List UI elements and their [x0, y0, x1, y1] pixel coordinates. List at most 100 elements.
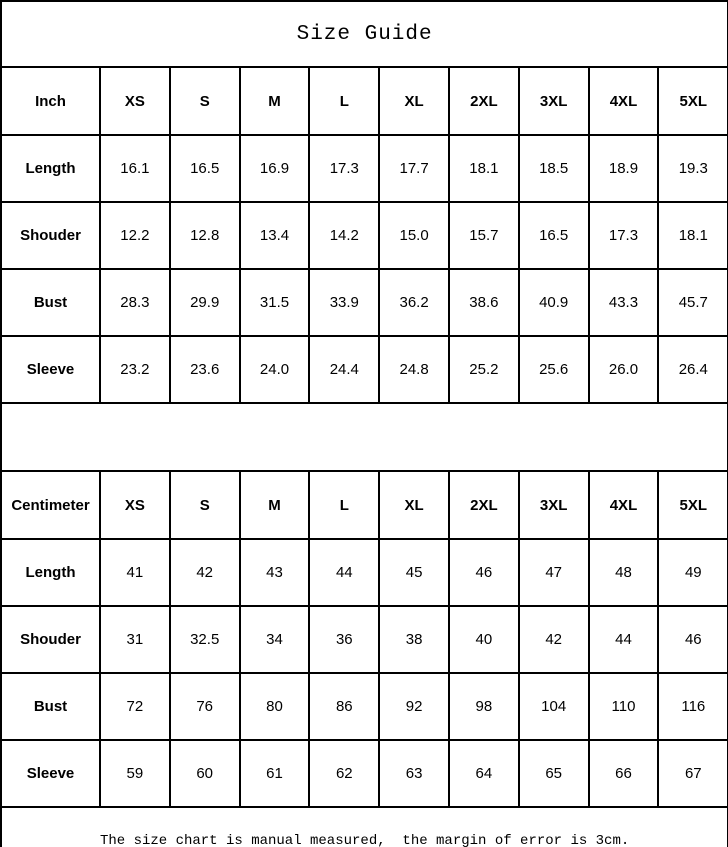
- cell-value: 67: [657, 739, 728, 808]
- cell-value: 104: [517, 672, 590, 741]
- cell-value: 60: [168, 739, 241, 808]
- cell-value: 24.0: [238, 335, 311, 404]
- cell-value: 116: [657, 672, 728, 741]
- cell-value: 17.7: [378, 134, 450, 203]
- row-label-sleeve: Sleeve: [0, 335, 101, 404]
- cell-value: 110: [587, 672, 660, 741]
- cell-value: 28.3: [99, 268, 171, 337]
- cell-value: 46: [447, 538, 520, 607]
- size-header-3xl: 3XL: [517, 66, 590, 136]
- size-header-s: S: [168, 66, 241, 136]
- cell-value: 15.7: [447, 201, 520, 270]
- cell-value: 38: [378, 605, 450, 674]
- row-label-length: Length: [0, 134, 101, 203]
- cell-value: 40.9: [517, 268, 590, 337]
- unit-label-inch: Inch: [0, 66, 101, 136]
- centimeter-header-row: Centimeter XS S M L XL 2XL 3XL 4XL 5XL: [0, 470, 728, 540]
- size-header-l: L: [308, 66, 381, 136]
- cell-value: 14.2: [308, 201, 381, 270]
- cell-value: 32.5: [168, 605, 241, 674]
- cell-value: 16.5: [168, 134, 241, 203]
- cell-value: 24.8: [378, 335, 450, 404]
- table-row: Sleeve 23.2 23.6 24.0 24.4 24.8 25.2 25.…: [0, 335, 728, 404]
- cell-value: 45: [378, 538, 450, 607]
- cell-value: 31: [99, 605, 171, 674]
- cell-value: 47: [517, 538, 590, 607]
- cell-value: 46: [657, 605, 728, 674]
- row-label-length: Length: [0, 538, 101, 607]
- size-header-xs: XS: [99, 66, 171, 136]
- cell-value: 43: [238, 538, 311, 607]
- cell-value: 63: [378, 739, 450, 808]
- inch-header-row: Inch XS S M L XL 2XL 3XL 4XL 5XL: [0, 66, 728, 136]
- cell-value: 86: [308, 672, 381, 741]
- cell-value: 33.9: [308, 268, 381, 337]
- cell-value: 18.1: [657, 201, 728, 270]
- cell-value: 92: [378, 672, 450, 741]
- row-label-bust: Bust: [0, 268, 101, 337]
- cell-value: 44: [308, 538, 381, 607]
- table-row: Sleeve 59 60 61 62 63 64 65 66 67: [0, 739, 728, 808]
- size-header-xl: XL: [378, 66, 450, 136]
- unit-label-centimeter: Centimeter: [0, 470, 101, 540]
- row-label-bust: Bust: [0, 672, 101, 741]
- cell-value: 61: [238, 739, 311, 808]
- cell-value: 12.8: [168, 201, 241, 270]
- size-header-3xl: 3XL: [517, 470, 590, 540]
- size-header-m: M: [238, 470, 311, 540]
- cell-value: 16.1: [99, 134, 171, 203]
- cell-value: 36.2: [378, 268, 450, 337]
- cell-value: 23.2: [99, 335, 171, 404]
- cell-value: 72: [99, 672, 171, 741]
- cell-value: 24.4: [308, 335, 381, 404]
- cell-value: 18.1: [447, 134, 520, 203]
- cell-value: 29.9: [168, 268, 241, 337]
- cell-value: 41: [99, 538, 171, 607]
- size-header-xs: XS: [99, 470, 171, 540]
- table-row: Shouder 31 32.5 34 36 38 40 42 44 46: [0, 605, 728, 674]
- cell-value: 16.5: [517, 201, 590, 270]
- table-row: Shouder 12.2 12.8 13.4 14.2 15.0 15.7 16…: [0, 201, 728, 270]
- cell-value: 13.4: [238, 201, 311, 270]
- cell-value: 31.5: [238, 268, 311, 337]
- cell-value: 45.7: [657, 268, 728, 337]
- table-spacer: [0, 402, 728, 472]
- size-header-5xl: 5XL: [657, 470, 728, 540]
- cell-value: 98: [447, 672, 520, 741]
- cell-value: 49: [657, 538, 728, 607]
- cell-value: 34: [238, 605, 311, 674]
- table-row: Length 41 42 43 44 45 46 47 48 49: [0, 538, 728, 607]
- cell-value: 36: [308, 605, 381, 674]
- cell-value: 66: [587, 739, 660, 808]
- cell-value: 40: [447, 605, 520, 674]
- cell-value: 19.3: [657, 134, 728, 203]
- cell-value: 16.9: [238, 134, 311, 203]
- size-header-4xl: 4XL: [587, 66, 660, 136]
- cell-value: 59: [99, 739, 171, 808]
- table-spacer-row: [0, 402, 728, 472]
- size-header-l: L: [308, 470, 381, 540]
- cell-value: 23.6: [168, 335, 241, 404]
- cell-value: 80: [238, 672, 311, 741]
- size-header-5xl: 5XL: [657, 66, 728, 136]
- row-label-shouder: Shouder: [0, 605, 101, 674]
- size-header-4xl: 4XL: [587, 470, 660, 540]
- measurement-disclaimer: The size chart is manual measured, the m…: [0, 806, 728, 847]
- page-title: Size Guide: [0, 0, 728, 68]
- cell-value: 43.3: [587, 268, 660, 337]
- row-label-shouder: Shouder: [0, 201, 101, 270]
- table-row: Length 16.1 16.5 16.9 17.3 17.7 18.1 18.…: [0, 134, 728, 203]
- cell-value: 42: [168, 538, 241, 607]
- cell-value: 18.5: [517, 134, 590, 203]
- cell-value: 12.2: [99, 201, 171, 270]
- size-header-2xl: 2XL: [447, 66, 520, 136]
- cell-value: 18.9: [587, 134, 660, 203]
- table-row: Bust 72 76 80 86 92 98 104 110 116: [0, 672, 728, 741]
- size-header-xl: XL: [378, 470, 450, 540]
- cell-value: 62: [308, 739, 381, 808]
- cell-value: 65: [517, 739, 590, 808]
- table-row: Bust 28.3 29.9 31.5 33.9 36.2 38.6 40.9 …: [0, 268, 728, 337]
- cell-value: 48: [587, 538, 660, 607]
